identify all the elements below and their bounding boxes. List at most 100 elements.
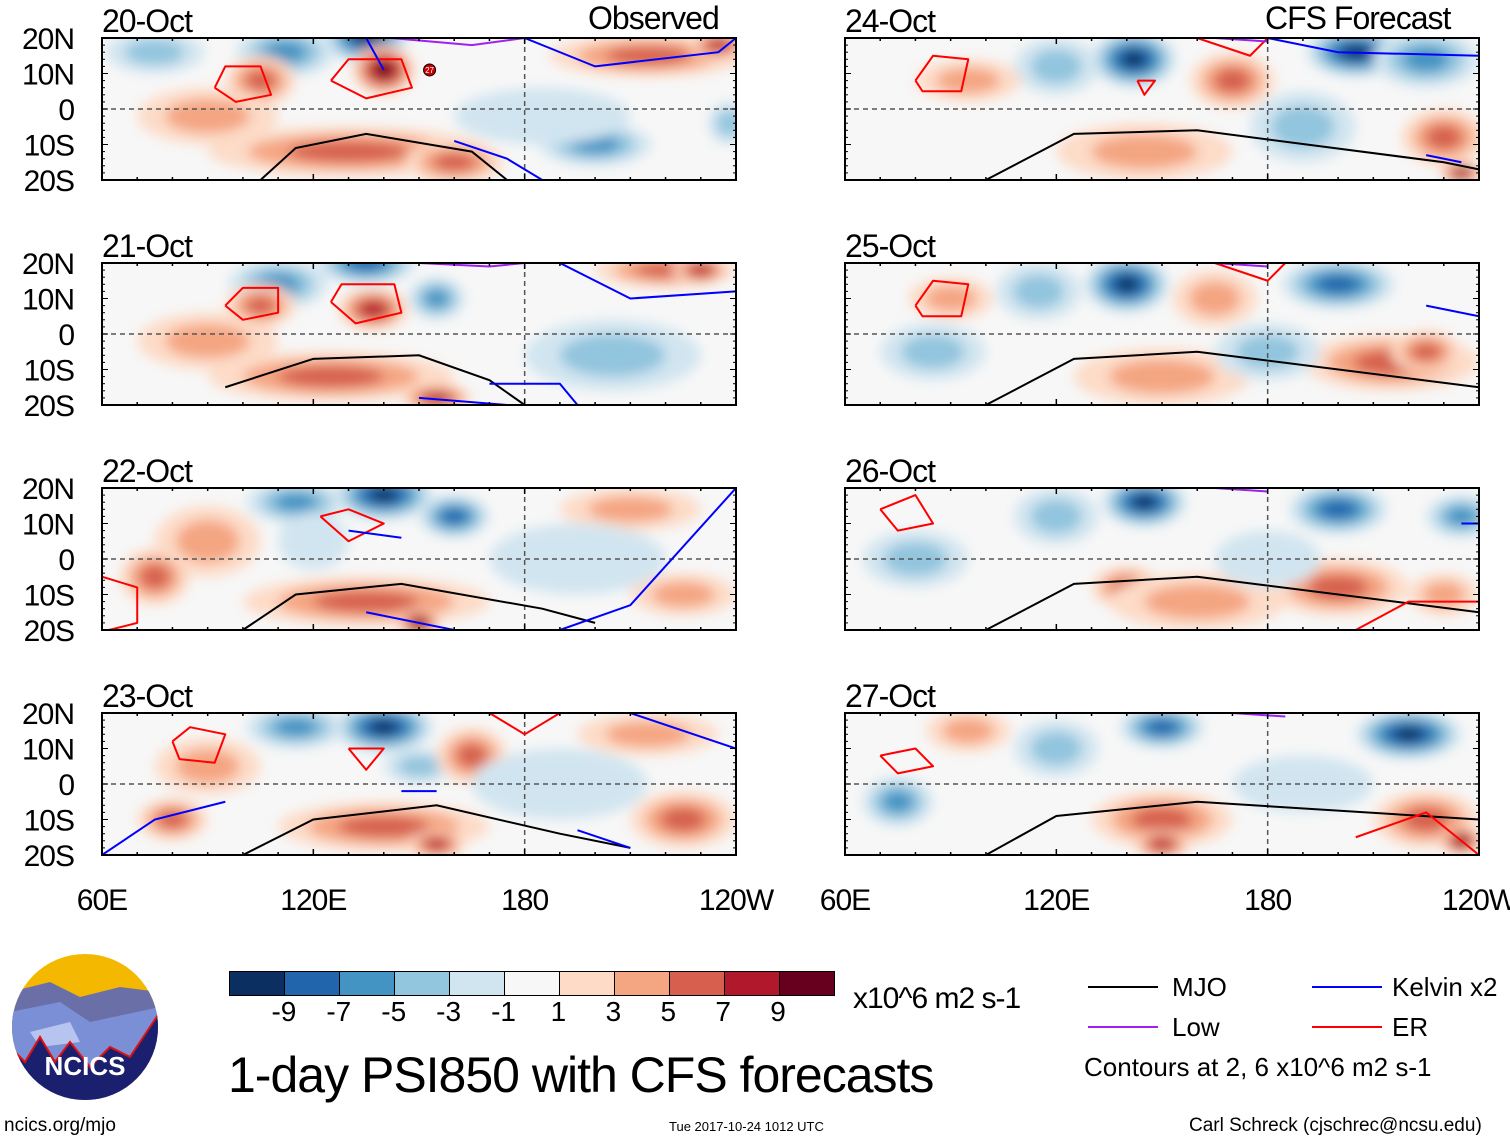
kelvin-contour [489, 382, 579, 405]
low-contour [390, 38, 525, 47]
colorbar-swatch [670, 972, 725, 995]
colorbar-swatch [725, 972, 780, 995]
lon-tick-label: 60E [820, 884, 870, 917]
kelvin-contour [1425, 304, 1479, 318]
colorbar-swatch [615, 972, 670, 995]
psi-anomaly-blob [1403, 807, 1449, 832]
psi-anomaly-blob [1030, 499, 1082, 534]
mjo-contour [242, 804, 631, 855]
colorbar-tick-label: -5 [381, 996, 407, 1027]
psi-anomaly-blob [165, 99, 250, 134]
panel-date: 20-Oct [102, 3, 193, 39]
panel-date: 25-Oct [845, 228, 936, 264]
lon-tick-label: 180 [501, 884, 548, 917]
er-contour [171, 726, 227, 764]
mjo-contour [259, 132, 508, 180]
er-contour [1355, 811, 1479, 855]
er-contour [488, 713, 561, 736]
psi-anomaly-blob [1131, 807, 1193, 832]
psi-anomaly-blob [691, 265, 711, 275]
kelvin-contour [453, 140, 543, 180]
psi-anomaly-blob [471, 748, 648, 820]
figure-title: 1-day PSI850 with CFS forecasts [228, 1047, 934, 1103]
mjo-contour [985, 575, 1479, 630]
er-line-swatch [1312, 1026, 1382, 1028]
psi-anomaly-blob [559, 334, 666, 377]
psi-anomaly-blob [605, 721, 691, 748]
psi-anomaly-blob [370, 488, 398, 502]
footer-url: ncics.org/mjo [4, 1115, 116, 1136]
psi-anomaly-blob [1132, 495, 1156, 509]
psi-anomaly-blob [245, 69, 276, 92]
er-contour [102, 575, 139, 630]
psi-anomaly-blob [1411, 342, 1442, 361]
lon-tick-label: 120W [699, 884, 775, 917]
psi-anomaly-blob [456, 743, 487, 768]
psi-anomaly-blob [588, 496, 673, 523]
lat-tick-label: 10S [24, 580, 74, 613]
lat-tick-label: 0 [58, 94, 74, 127]
colorbar-tick-label: -3 [436, 996, 462, 1027]
storm-number: 27 [425, 66, 434, 75]
psi-anomaly-blob [349, 263, 383, 271]
psi-anomaly-blob [1455, 169, 1468, 176]
psi-anomaly-blob [175, 519, 240, 563]
psi-anomaly-blob [125, 39, 185, 65]
lon-tick-label: 60E [77, 884, 127, 917]
er-contour [213, 65, 273, 103]
psi-anomaly-blob [1115, 276, 1139, 293]
psi-anomaly-blob [1144, 584, 1251, 619]
lat-tick-label: 20N [22, 698, 74, 731]
lat-tick-label: 20S [24, 390, 74, 423]
kelvin-contour [418, 396, 508, 405]
panel-date: 27-Oct [845, 678, 936, 714]
psi-anomaly-blob [489, 523, 666, 595]
mjo-contour [985, 350, 1479, 405]
lat-tick-label: 20N [22, 473, 74, 506]
ncics-logo: NCICS [12, 954, 158, 1100]
psi-anomaly-blob [454, 87, 631, 145]
psi-anomaly-blob [274, 493, 317, 512]
psi-anomaly-blob [925, 285, 977, 312]
lat-tick-label: 20N [22, 248, 74, 281]
cfs-forecast-label: CFS Forecast [1265, 0, 1451, 36]
colorbar-swatch [340, 972, 395, 995]
er-contour [330, 283, 403, 325]
panel-date: 22-Oct [102, 453, 193, 489]
mjo-contour [224, 354, 526, 405]
psi-anomaly-blob [1394, 727, 1423, 742]
psi-anomaly-blob [1147, 720, 1177, 735]
er-contour [879, 747, 935, 775]
psi-anomaly-blob [1319, 276, 1357, 293]
logo-text: NCICS [45, 1051, 126, 1081]
psi-anomaly-blob [313, 590, 419, 613]
lat-tick-label: 10N [22, 284, 74, 317]
psi-anomaly-blob [1122, 51, 1146, 68]
psi-anomaly-blob [716, 110, 736, 136]
psi-anomaly-blob [288, 140, 409, 163]
psi-anomaly-blob [1422, 581, 1465, 608]
psi-anomaly-blob [1271, 105, 1335, 149]
psi-anomaly-blob [708, 40, 728, 50]
kelvin-contour [365, 38, 385, 71]
contour-legend: MJO Kelvin x2 Low ER [1088, 972, 1508, 1042]
kelvin-contour [524, 38, 736, 68]
kelvin-contour [577, 829, 631, 849]
colorbar-tick-label: 3 [605, 996, 622, 1027]
psi-anomaly-blob [139, 564, 170, 589]
psi-anomaly-blob [370, 720, 398, 734]
psi-anomaly-blob [660, 807, 706, 832]
colorbar-swatch [230, 972, 285, 995]
lat-tick-label: 10S [24, 355, 74, 388]
er-contour [330, 58, 413, 100]
er-contour [1355, 600, 1479, 630]
mjo-contour [985, 800, 1479, 855]
psi-anomaly-blob [361, 302, 385, 317]
psi-anomaly-blob [278, 365, 384, 388]
colorbar-tick-label: 7 [715, 996, 731, 1027]
psi-anomaly-blob [424, 289, 449, 308]
er-contour [1136, 79, 1156, 96]
colorbar-tick-label: -1 [491, 996, 516, 1027]
panel-date: 21-Oct [102, 228, 193, 264]
psi-anomaly-blob [245, 296, 276, 315]
